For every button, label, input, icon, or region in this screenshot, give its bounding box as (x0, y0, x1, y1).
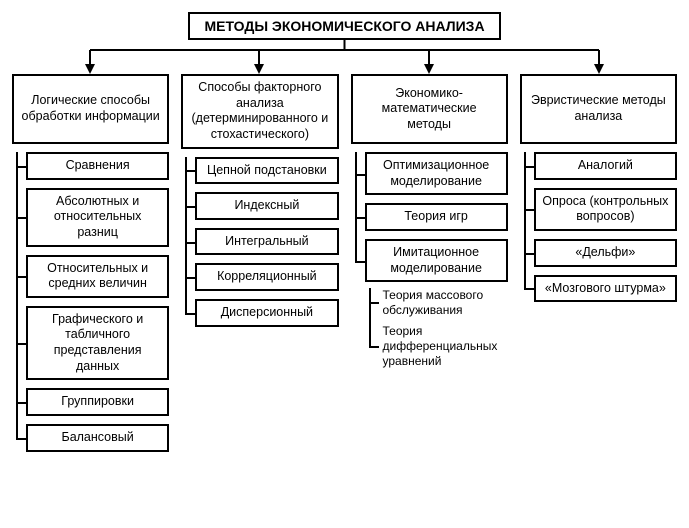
column-header: Эвристические методы анализа (520, 74, 677, 144)
root-node: МЕТОДЫ ЭКОНОМИЧЕСКОГО АНАЛИЗА (188, 12, 500, 40)
columns-container: Логические способы обработки информации … (12, 74, 677, 452)
column-1: Способы факторного анализа (детерминиров… (181, 74, 338, 452)
item-node: Корреляционный (195, 263, 338, 291)
column-header: Логические способы обработки информации (12, 74, 169, 144)
item-node: Аналогий (534, 152, 677, 180)
spine-line (524, 152, 526, 289)
root-connectors (12, 40, 677, 74)
column-0: Логические способы обработки информации … (12, 74, 169, 452)
column-3: Эвристические методы анализа Аналогий Оп… (520, 74, 677, 452)
item-node: Опроса (контрольных вопросов) (534, 188, 677, 231)
item-node: Группировки (26, 388, 169, 416)
column-2: Экономико-математические методы Оптимиза… (351, 74, 508, 452)
item-node: Интегральный (195, 228, 338, 256)
item-node: Абсолютных и относительных разниц (26, 188, 169, 247)
spine (12, 152, 26, 452)
spine-line (355, 152, 357, 262)
items-wrap: Оптимизацион­ное моделиро­вание Теория и… (351, 152, 508, 282)
column-header: Экономико-математические методы (351, 74, 508, 144)
item-node: Цепной подстановки (195, 157, 338, 185)
item-node: Оптимизацион­ное моделиро­вание (365, 152, 508, 195)
item-node: «Дельфи» (534, 239, 677, 267)
column-header: Способы факторного анализа (детерминиров… (181, 74, 338, 149)
spine-line (16, 152, 18, 439)
items: Оптимизацион­ное моделиро­вание Теория и… (365, 152, 508, 282)
items-wrap: Цепной подстановки Индексный Интегральны… (181, 157, 338, 327)
items: Цепной подстановки Индексный Интегральны… (195, 157, 338, 327)
item-node: Графического и табличного представления … (26, 306, 169, 381)
items: Сравнения Абсолютных и относительных раз… (26, 152, 169, 452)
items-wrap: Аналогий Опроса (контрольных вопросов) «… (520, 152, 677, 302)
item-node: Индексный (195, 192, 338, 220)
item-node: Относительных и средних величин (26, 255, 169, 298)
item-node: Балансовый (26, 424, 169, 452)
item-node: Имитационное моделиро­вание (365, 239, 508, 282)
spine (520, 152, 534, 302)
spine-line (185, 157, 187, 314)
subitem-node: Теория массового обслуживания (371, 288, 508, 318)
subitems: Теория массового обслуживания Теория диф… (371, 288, 508, 369)
items: Аналогий Опроса (контрольных вопросов) «… (534, 152, 677, 302)
item-node: «Мозгового штурма» (534, 275, 677, 303)
item-node: Сравнения (26, 152, 169, 180)
item-node: Теория игр (365, 203, 508, 231)
subitem-node: Теория дифференциальных уравнений (371, 324, 508, 369)
items-wrap: Сравнения Абсолютных и относительных раз… (12, 152, 169, 452)
item-node: Дисперсионный (195, 299, 338, 327)
